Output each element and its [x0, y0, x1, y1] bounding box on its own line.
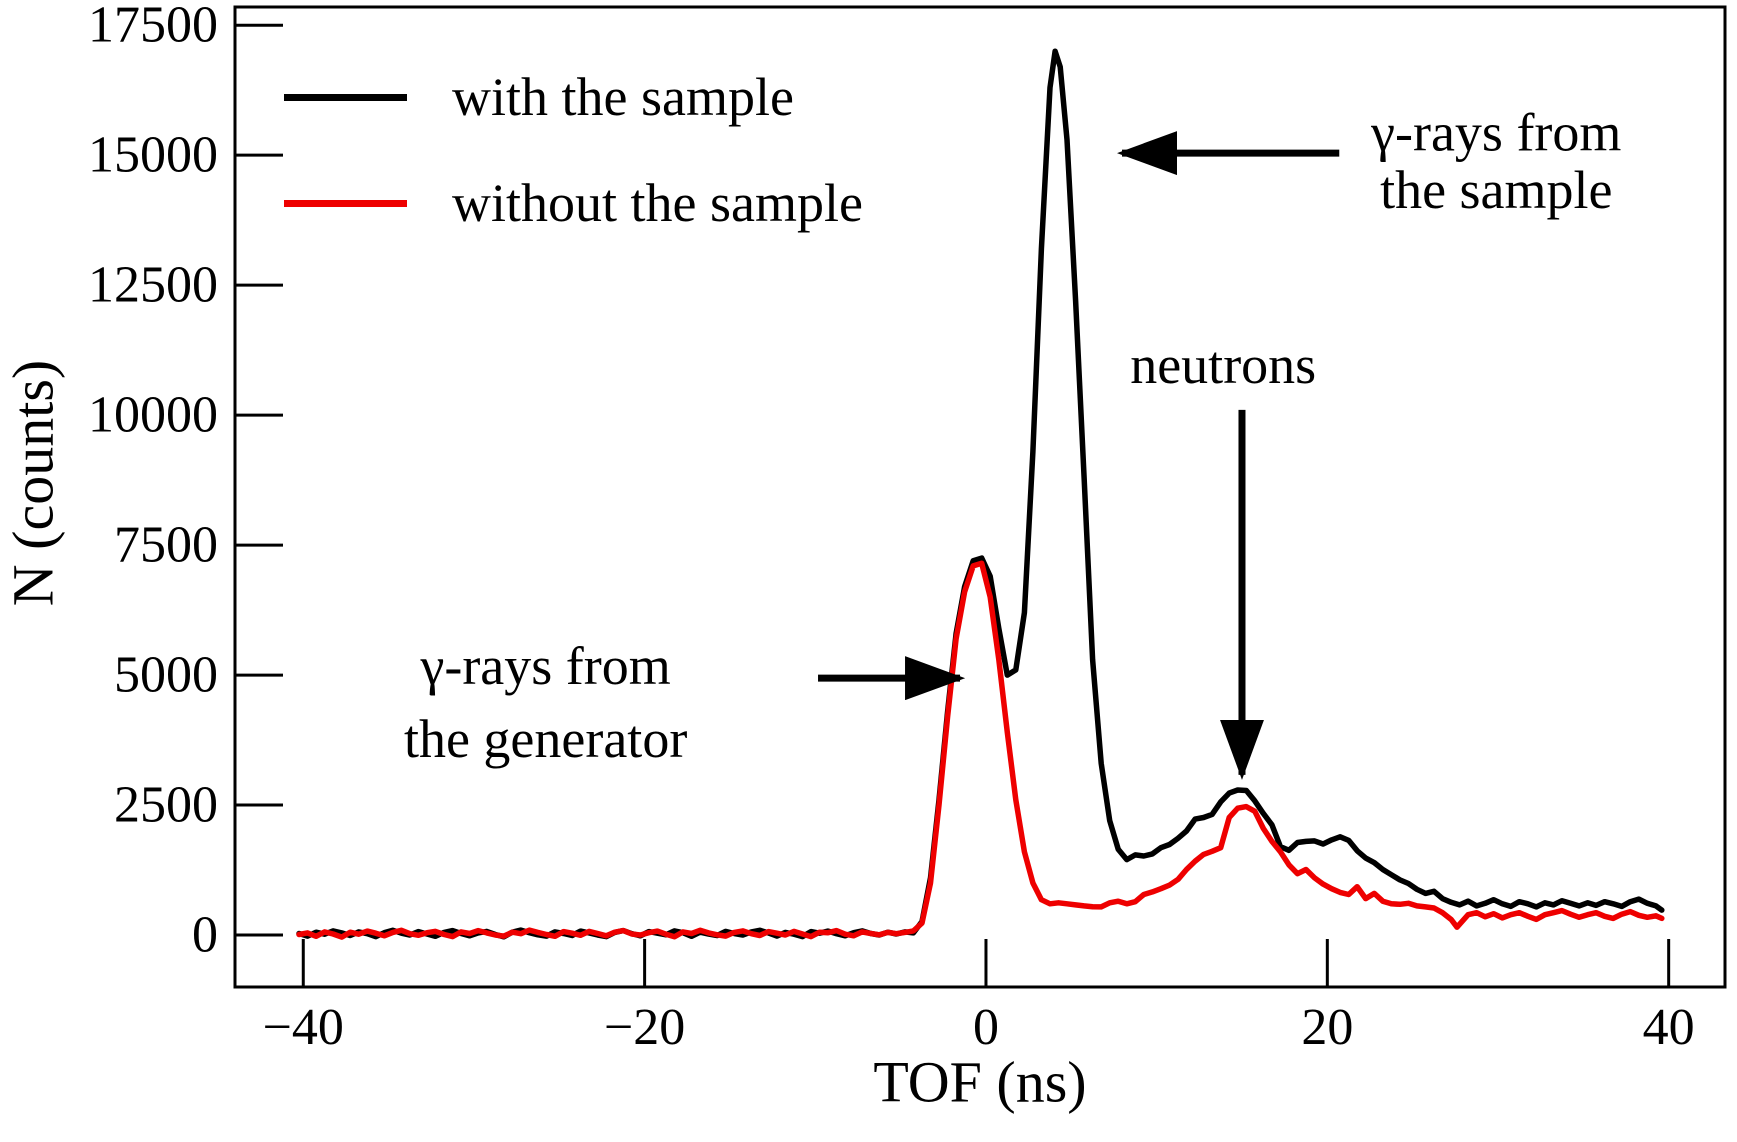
- y-tick-label: 17500: [88, 0, 218, 54]
- x-axis-title: TOF (ns): [873, 1049, 1087, 1115]
- plot-frame: [233, 5, 1727, 989]
- x-tick-label: 40: [1643, 999, 1695, 1056]
- x-tick-label: 20: [1301, 999, 1353, 1056]
- legend-swatch-black-line: [284, 93, 407, 101]
- annotation-gamma-rays-from-the-generator: γ-rays from: [419, 636, 670, 696]
- y-tick-label: 0: [192, 907, 218, 964]
- series-curve-1: [296, 560, 1665, 940]
- legend-item-with-sample: with the sample: [284, 62, 794, 132]
- y-tick-label: 12500: [88, 257, 218, 314]
- y-tick-label: 2500: [114, 777, 218, 834]
- annotation-gamma-rays-from-the-generator: the generator: [404, 709, 687, 769]
- legend-label-with-sample: with the sample: [452, 67, 794, 127]
- legend-item-without-sample: without the sample: [284, 168, 863, 238]
- y-tick-label: 10000: [88, 387, 218, 444]
- annotation-gamma-rays-from-the-sample: the sample: [1380, 160, 1612, 220]
- y-axis-title: N (counts): [0, 359, 66, 607]
- y-tick-label: 15000: [88, 127, 218, 184]
- annotation-gamma-rays-from-the-sample: γ-rays from: [1370, 102, 1621, 162]
- y-tick-label: 7500: [114, 517, 218, 574]
- y-tick-label: 5000: [114, 647, 218, 704]
- legend-label-without-sample: without the sample: [452, 173, 863, 233]
- legend-swatch-red-line: [284, 199, 407, 207]
- x-tick-label: −40: [263, 999, 344, 1056]
- x-tick-label: 0: [973, 999, 999, 1056]
- annotation-neutrons: neutrons: [1130, 335, 1316, 395]
- x-tick-label: −20: [604, 999, 685, 1056]
